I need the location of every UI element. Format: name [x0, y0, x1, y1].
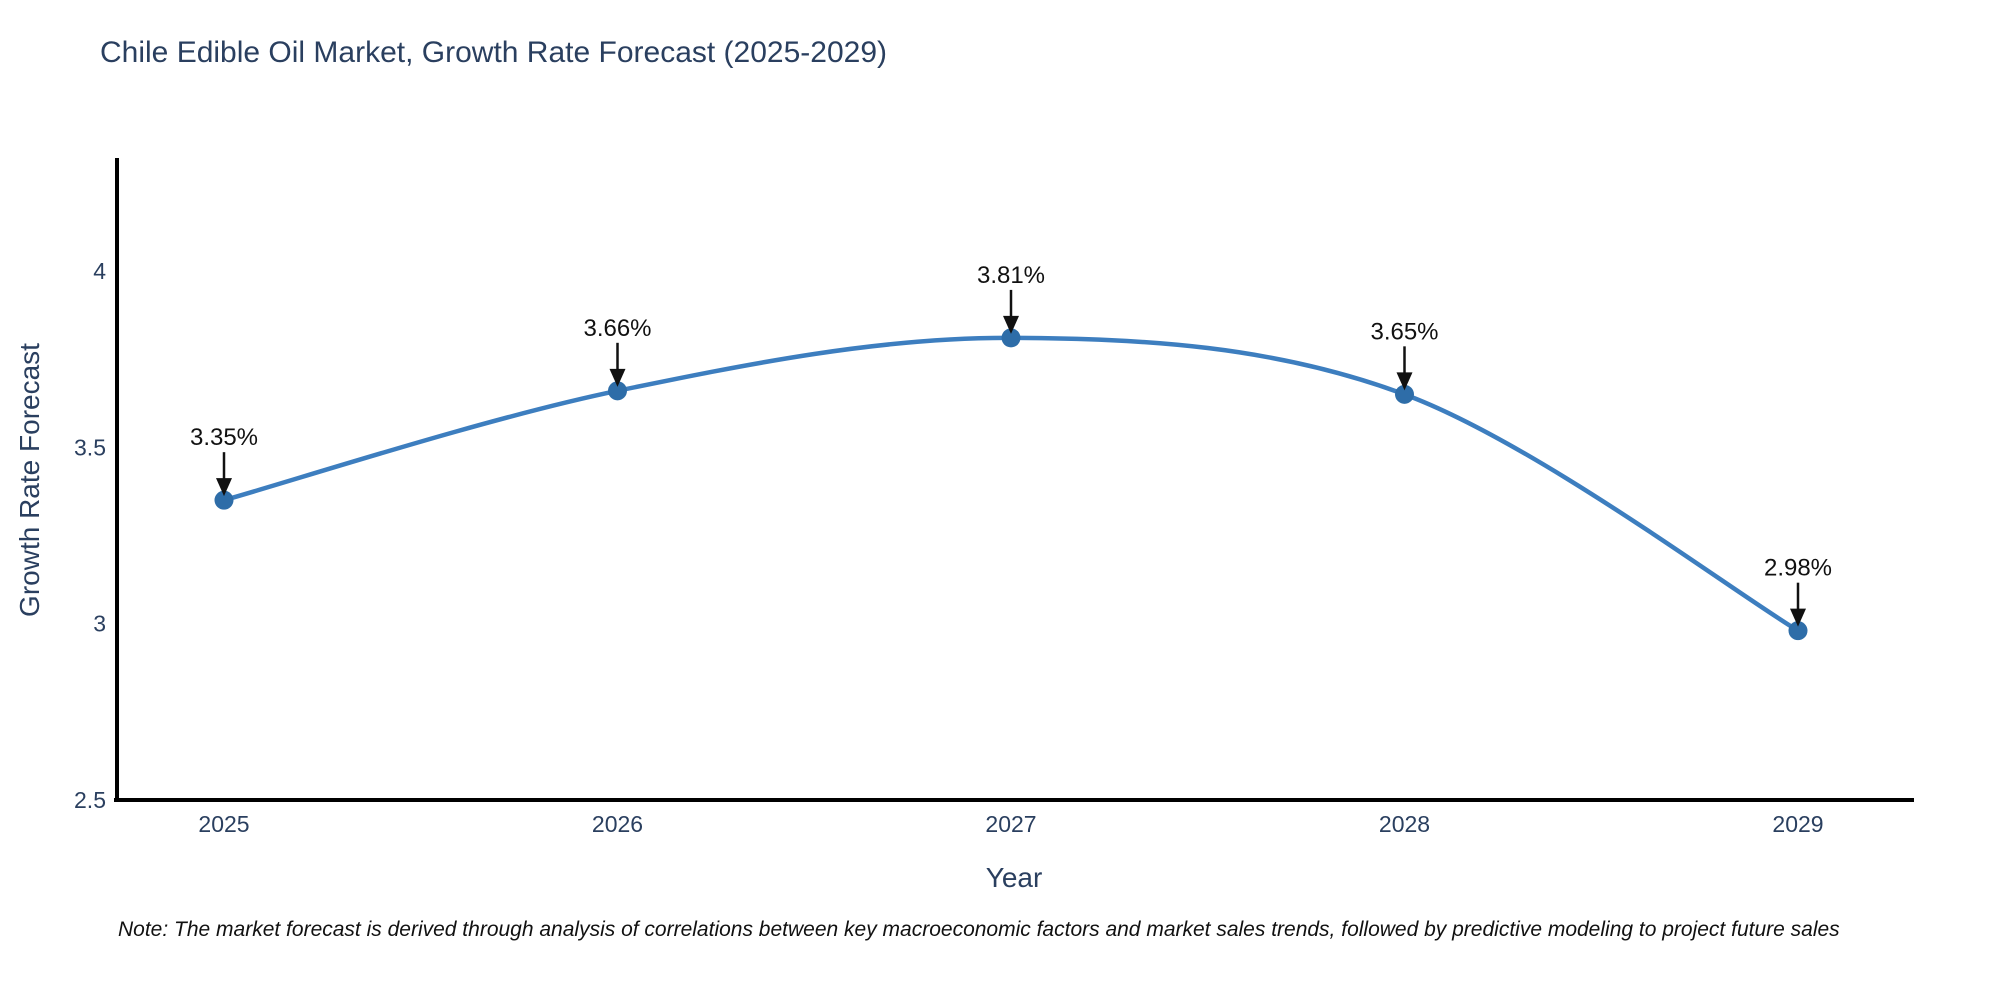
y-tick-label: 3.5 — [74, 434, 106, 460]
data-point-marker — [1788, 621, 1808, 641]
y-tick-label: 4 — [93, 258, 106, 284]
forecast-line — [221, 335, 1801, 633]
point-annotation-label: 2.98% — [1764, 555, 1832, 582]
x-tick-label: 2029 — [1772, 811, 1823, 837]
x-tick-label: 2027 — [985, 811, 1036, 837]
note-text: Note: The market forecast is derived thr… — [118, 918, 1840, 941]
annotation-arrow-head — [1790, 608, 1806, 627]
point-annotation-label: 3.81% — [977, 262, 1045, 289]
x-tick-label: 2026 — [592, 811, 643, 837]
data-point-marker — [214, 490, 234, 510]
data-point-marker — [608, 381, 627, 401]
point-annotation-label: 3.66% — [583, 315, 651, 342]
data-point-marker — [1001, 328, 1021, 348]
annotation-arrow-head — [609, 368, 626, 387]
y-tick-label: 3 — [93, 611, 106, 637]
x-tick-label: 2028 — [1379, 811, 1430, 837]
chart-title: Chile Edible Oil Market, Growth Rate For… — [100, 36, 888, 69]
data-point-marker — [1395, 384, 1414, 404]
annotation-arrow-head — [1396, 372, 1413, 391]
point-annotation-label: 3.35% — [190, 424, 258, 451]
annotation-arrow-head — [216, 478, 232, 497]
point-annotation-label: 3.65% — [1370, 318, 1438, 345]
annotation-arrow-head — [1003, 315, 1019, 334]
y-tick-label: 2.5 — [74, 787, 106, 813]
x-axis-title: Year — [985, 862, 1043, 893]
x-tick-label: 2025 — [198, 811, 249, 837]
